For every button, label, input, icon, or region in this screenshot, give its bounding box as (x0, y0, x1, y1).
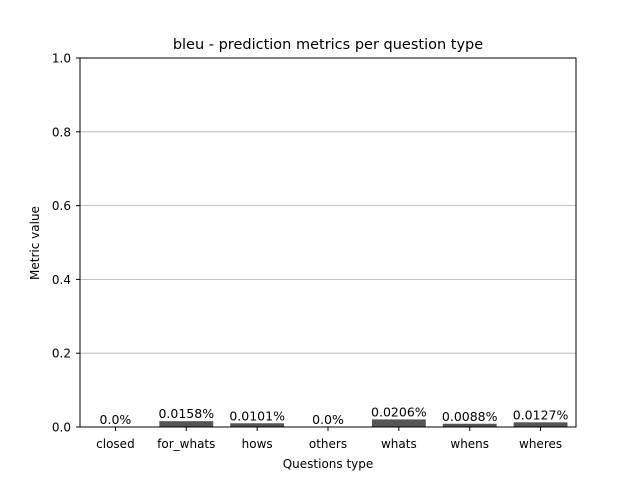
x-tick-label-whens: whens (450, 437, 489, 451)
data-label-for_whats: 0.0158% (158, 406, 214, 421)
data-label-whats: 0.0206% (371, 404, 427, 419)
y-tick-label: 0.6 (52, 199, 71, 213)
data-label-wheres: 0.0127% (513, 407, 569, 422)
y-tick-label: 0.0 (52, 421, 71, 435)
grid-lines (80, 131, 576, 354)
x-tick-label-hows: hows (242, 437, 273, 451)
bar-hows (230, 423, 285, 427)
x-axis: closed for_whats hows others whats whens where… (96, 427, 562, 451)
plot-frame (79, 57, 577, 428)
x-tick-label-for_whats: for_whats (157, 437, 215, 451)
y-tick-label: 0.8 (52, 125, 71, 139)
bar-whens (442, 423, 497, 427)
x-tick-label-wheres: wheres (519, 437, 562, 451)
bars (159, 419, 568, 427)
x-tick-label-others: others (309, 437, 347, 451)
data-label-others: 0.0% (312, 412, 344, 427)
data-label-whens: 0.0088% (442, 409, 498, 424)
y-tick-label: 0.2 (52, 347, 71, 361)
y-axis-label: Metric value (28, 206, 42, 280)
bar-whats (371, 419, 426, 427)
chart-title: bleu - prediction metrics per question t… (173, 37, 483, 53)
data-labels: 0.0% 0.0158% 0.0101% 0.0% 0.0206% 0.0088% 0.01… (100, 404, 569, 427)
y-axis: 0.0 0.2 0.4 0.6 0.8 1.0 (52, 52, 80, 435)
x-tick-label-whats: whats (381, 437, 417, 451)
bar-wheres (513, 422, 568, 427)
bar-for_whats (159, 421, 214, 427)
x-tick-label-closed: closed (96, 437, 135, 451)
y-tick-label: 1.0 (52, 52, 71, 66)
y-tick-label: 0.4 (52, 273, 71, 287)
data-label-closed: 0.0% (100, 412, 132, 427)
data-label-hows: 0.0101% (229, 408, 285, 423)
x-axis-label: Questions type (283, 457, 374, 471)
